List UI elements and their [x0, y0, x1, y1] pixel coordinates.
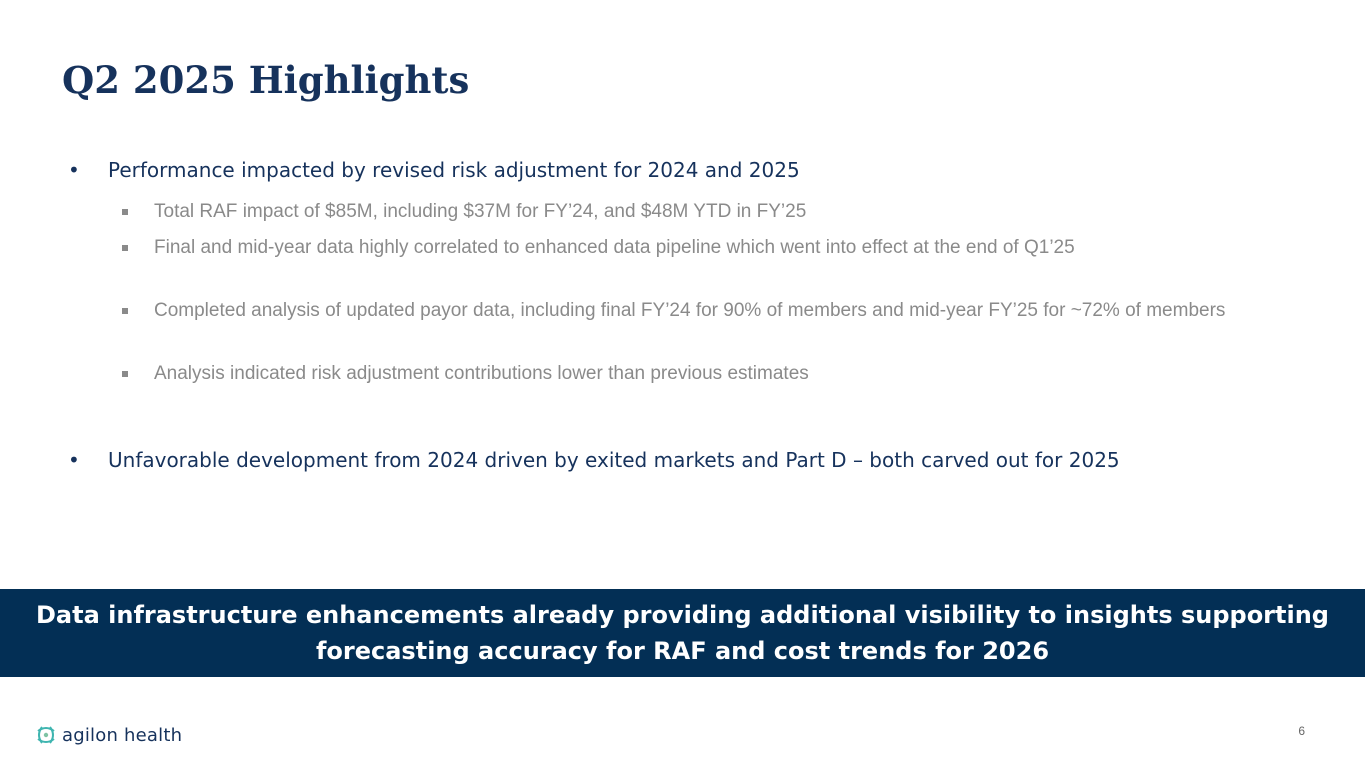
banner-text: Data infrastructure enhancements already…: [36, 601, 1329, 665]
square-bullet-icon: [122, 209, 128, 215]
bullet-text: Unfavorable development from 2024 driven…: [108, 448, 1120, 472]
sub-bullet-text: Total RAF impact of $85M, including $37M…: [154, 201, 807, 222]
square-bullet-icon: [122, 371, 128, 377]
logo-wordmark: agilon health: [62, 724, 183, 746]
slide-title: Q2 2025 Highlights: [62, 58, 470, 102]
sub-bullet-analysis: Analysis indicated risk adjustment contr…: [122, 361, 1302, 386]
sub-bullet-raf-impact: Total RAF impact of $85M, including $37M…: [122, 199, 1302, 224]
square-bullet-icon: [122, 308, 128, 314]
company-logo: agilon health: [34, 721, 182, 749]
logo-cross-icon: [37, 726, 55, 744]
sub-bullet-text: Analysis indicated risk adjustment contr…: [154, 363, 809, 384]
sub-bullet-text: Completed analysis of updated payor data…: [154, 300, 1226, 321]
square-bullet-icon: [122, 245, 128, 251]
sub-bullet-data-pipeline: Final and mid-year data highly correlate…: [122, 235, 1302, 260]
bullet-dot: •: [68, 448, 80, 472]
sub-bullet-text: Final and mid-year data highly correlate…: [154, 237, 1075, 258]
sub-bullet-payor-data: Completed analysis of updated payor data…: [122, 298, 1302, 323]
bullet-text: Performance impacted by revised risk adj…: [108, 158, 800, 182]
bullet-dot: •: [68, 158, 80, 182]
page-number: 6: [1298, 724, 1305, 738]
callout-banner: Data infrastructure enhancements already…: [0, 589, 1365, 677]
